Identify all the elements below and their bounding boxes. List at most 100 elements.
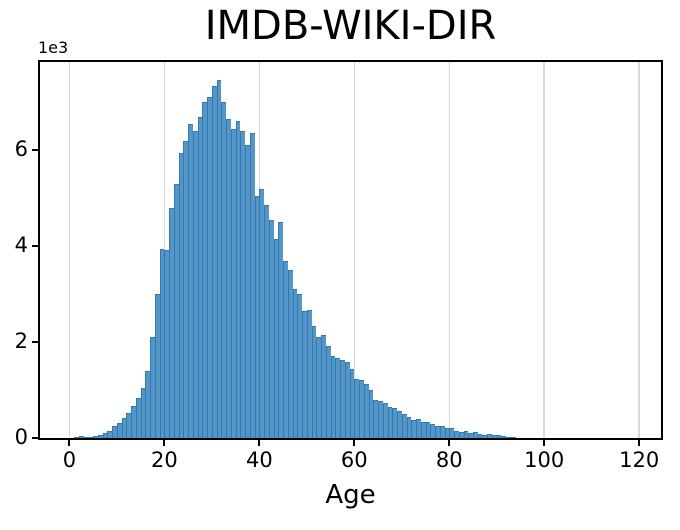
histogram-bar-age-46 bbox=[287, 270, 293, 438]
x-gridline-60 bbox=[353, 62, 356, 438]
x-gridline-80 bbox=[448, 62, 450, 438]
histogram-bar-age-30 bbox=[211, 85, 217, 438]
histogram-bar-age-68 bbox=[392, 408, 398, 438]
y-axis-offset-label: 1e3 bbox=[38, 38, 69, 57]
x-tickmark-20 bbox=[163, 440, 166, 446]
histogram-bar-age-79 bbox=[444, 428, 450, 438]
histogram-bar-age-81 bbox=[454, 430, 459, 438]
histogram-bar-age-74 bbox=[420, 422, 426, 438]
histogram-bar-age-5 bbox=[93, 435, 98, 438]
histogram-bar-age-4 bbox=[88, 436, 94, 438]
y-tickmark-2 bbox=[32, 341, 38, 344]
histogram-bar-age-24 bbox=[183, 140, 189, 438]
histogram-bar-age-66 bbox=[382, 403, 388, 438]
histogram-bar-age-32 bbox=[221, 102, 227, 438]
histogram-bar-age-36 bbox=[240, 131, 246, 438]
histogram-bar-age-63 bbox=[368, 390, 374, 438]
histogram-bar-age-75 bbox=[425, 422, 431, 438]
histogram-bar-age-78 bbox=[439, 426, 445, 438]
x-ticklabel-100: 100 bbox=[524, 448, 565, 472]
x-ticklabel-0: 0 bbox=[62, 448, 77, 472]
y-ticklabel-2: 2 bbox=[14, 329, 28, 354]
histogram-bar-age-18 bbox=[154, 294, 160, 438]
histogram-bar-age-70 bbox=[401, 414, 407, 438]
histogram-bar-age-39 bbox=[254, 195, 260, 438]
histogram-bar-age-15 bbox=[140, 387, 146, 438]
histogram-bar-age-23 bbox=[178, 152, 184, 438]
histogram-bar-age-47 bbox=[292, 289, 298, 438]
histogram-bar-age-37 bbox=[245, 145, 250, 438]
histogram-bar-age-69 bbox=[397, 411, 402, 438]
histogram-bar-age-91 bbox=[501, 436, 507, 438]
histogram-bar-age-86 bbox=[477, 433, 483, 438]
histogram-bar-age-61 bbox=[359, 380, 364, 438]
x-gridline-120 bbox=[638, 62, 640, 438]
x-ticklabel-40: 40 bbox=[245, 448, 273, 472]
x-tickmark-100 bbox=[543, 440, 546, 446]
histogram-bar-age-85 bbox=[472, 432, 478, 438]
histogram-bar-age-64 bbox=[373, 399, 379, 438]
histogram-bar-age-93 bbox=[510, 437, 516, 438]
histogram-bar-age-59 bbox=[349, 369, 355, 438]
x-ticklabel-20: 20 bbox=[151, 448, 178, 472]
histogram-bar-age-20 bbox=[164, 249, 170, 438]
x-ticklabel-120: 120 bbox=[619, 448, 660, 472]
histogram-bar-age-34 bbox=[230, 128, 236, 438]
plot-area bbox=[38, 60, 663, 440]
x-tickmark-60 bbox=[353, 440, 356, 446]
histogram-bar-age-80 bbox=[449, 427, 454, 438]
histogram-bar-age-9 bbox=[112, 426, 117, 438]
chart-title: IMDB-WIKI-DIR bbox=[204, 3, 497, 49]
histogram-bar-age-90 bbox=[496, 435, 502, 438]
histogram-bar-age-55 bbox=[330, 355, 336, 438]
histogram-bar-age-41 bbox=[264, 205, 269, 438]
histogram-bar-age-44 bbox=[278, 222, 284, 438]
histogram-bar-age-89 bbox=[491, 435, 497, 438]
histogram-bar-age-67 bbox=[387, 406, 393, 438]
histogram-bar-age-11 bbox=[121, 417, 127, 438]
histogram-bar-age-76 bbox=[430, 423, 435, 438]
y-tickmark-4 bbox=[32, 245, 38, 248]
histogram-bar-age-54 bbox=[325, 345, 331, 438]
histogram-bar-age-71 bbox=[406, 416, 412, 438]
histogram-bar-age-26 bbox=[192, 131, 198, 438]
histogram-bar-age-51 bbox=[311, 326, 317, 438]
x-gridline-0 bbox=[68, 62, 71, 438]
y-ticklabel-0: 0 bbox=[14, 425, 28, 449]
histogram-bar-age-12 bbox=[126, 413, 132, 438]
histogram-bar-age-35 bbox=[235, 121, 241, 438]
histogram-bar-age-13 bbox=[131, 406, 136, 438]
histogram-bar-age-2 bbox=[78, 435, 84, 438]
histogram-bar-age-50 bbox=[306, 309, 312, 438]
histogram-bar-age-42 bbox=[268, 219, 274, 438]
histogram-bar-age-6 bbox=[97, 434, 103, 438]
histogram-bar-age-27 bbox=[197, 116, 203, 438]
histogram-bar-age-83 bbox=[463, 430, 469, 438]
x-tickmark-40 bbox=[258, 440, 261, 446]
histogram-bar-age-65 bbox=[378, 401, 383, 438]
histogram-bar-age-19 bbox=[159, 248, 165, 438]
histogram-bar-age-73 bbox=[416, 418, 421, 438]
histogram-bar-age-25 bbox=[188, 123, 193, 438]
x-tickmark-80 bbox=[448, 440, 451, 446]
histogram-bar-age-48 bbox=[297, 294, 303, 438]
histogram-bar-age-7 bbox=[102, 433, 108, 438]
y-ticklabel-6: 6 bbox=[14, 137, 28, 162]
histogram-bar-age-16 bbox=[145, 370, 151, 438]
histogram-bar-age-57 bbox=[340, 359, 345, 438]
y-ticklabel-4: 4 bbox=[14, 233, 28, 258]
x-tickmark-0 bbox=[68, 440, 71, 446]
histogram-bar-age-8 bbox=[107, 430, 113, 438]
histogram-bar-age-53 bbox=[321, 334, 326, 438]
histogram-bar-age-84 bbox=[468, 432, 473, 438]
histogram-bar-age-87 bbox=[482, 434, 488, 438]
histogram-bar-age-88 bbox=[487, 433, 492, 438]
histogram-bar-age-17 bbox=[150, 337, 155, 438]
histogram-bar-age-21 bbox=[169, 207, 174, 438]
histogram-bar-age-77 bbox=[435, 426, 440, 438]
x-gridline-100 bbox=[543, 62, 545, 438]
histogram-bar-age-1 bbox=[74, 437, 79, 438]
y-tickmark-6 bbox=[32, 149, 38, 152]
histogram-bar-age-22 bbox=[173, 183, 179, 438]
x-ticklabel-80: 80 bbox=[435, 448, 463, 472]
